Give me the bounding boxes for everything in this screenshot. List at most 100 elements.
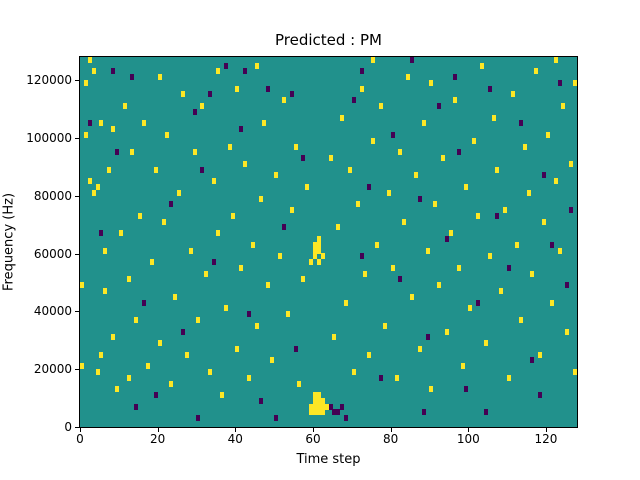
heatmap-cell [444, 328, 449, 335]
y-tick-mark [75, 80, 79, 82]
x-axis-label: Time step [296, 452, 361, 467]
heatmap-cell [425, 334, 430, 341]
heatmap-cell [138, 212, 143, 219]
heatmap-cell [134, 403, 139, 410]
heatmap-cell [371, 57, 376, 63]
heatmap-cell [173, 293, 178, 300]
heatmap-cell [212, 259, 217, 266]
heatmap-cell [177, 189, 182, 196]
heatmap-cell [367, 183, 372, 190]
x-tick-label: 100 [456, 432, 480, 446]
heatmap-cell [542, 218, 547, 225]
heatmap-cell [91, 68, 96, 75]
heatmap-cell [530, 357, 535, 364]
heatmap-cell [557, 247, 562, 254]
heatmap-cell [359, 253, 364, 260]
heatmap-cell [212, 178, 217, 185]
heatmap-cell [87, 57, 92, 63]
heatmap-cell [320, 409, 325, 416]
heatmap-cell [569, 160, 574, 167]
heatmap-cell [87, 178, 92, 185]
heatmap-cell [406, 74, 411, 81]
heatmap-cell [309, 259, 314, 266]
heatmap-cell [538, 392, 543, 399]
heatmap-cell [215, 68, 220, 75]
heatmap-cell [320, 403, 325, 410]
heatmap-cell [239, 264, 244, 271]
heatmap-cell [200, 166, 205, 173]
heatmap-cell [351, 368, 356, 375]
heatmap-cell [495, 166, 500, 173]
heatmap-cell [542, 172, 547, 179]
chart-title: Predicted : PM [275, 31, 382, 49]
heatmap-cell [413, 172, 418, 179]
heatmap-cell [130, 74, 135, 81]
heatmap-cell [281, 224, 286, 231]
heatmap-cell [448, 230, 453, 237]
x-tick-label: 20 [150, 432, 166, 446]
heatmap-cell [196, 415, 201, 422]
heatmap-cell [371, 137, 376, 144]
heatmap-cell [188, 247, 193, 254]
y-tick-label: 0 [64, 420, 72, 434]
heatmap-cell [165, 131, 170, 138]
heatmap-cell [111, 68, 116, 75]
heatmap-cell [258, 397, 263, 404]
heatmap-cell [316, 397, 321, 404]
heatmap-cell [479, 62, 484, 69]
y-tick-label: 100000 [26, 130, 72, 145]
heatmap-cell [565, 328, 570, 335]
heatmap-cell [134, 316, 139, 323]
heatmap-cell [312, 241, 317, 248]
heatmap-cell [293, 143, 298, 150]
x-tick-mark [157, 428, 159, 432]
heatmap-cell [266, 282, 271, 289]
heatmap-cell [301, 276, 306, 283]
heatmap-cell [111, 126, 116, 133]
y-tick-label: 120000 [26, 73, 72, 88]
x-tick-label: 0 [76, 432, 84, 446]
heatmap-cell [153, 392, 158, 399]
heatmap-cell [153, 166, 158, 173]
heatmap-cell [499, 288, 504, 295]
heatmap-cell [312, 409, 317, 416]
heatmap-cell [429, 386, 434, 393]
heatmap-cell [573, 79, 577, 86]
heatmap-cell [518, 120, 523, 127]
heatmap-cell [157, 340, 162, 347]
heatmap-cell [441, 155, 446, 162]
heatmap-cell [487, 253, 492, 260]
heatmap-cell [266, 85, 271, 92]
heatmap-cell [215, 230, 220, 237]
x-tick-mark [390, 428, 392, 432]
heatmap-cell [246, 374, 251, 381]
heatmap-cell [468, 305, 473, 312]
heatmap-cell [312, 397, 317, 404]
heatmap-cell [309, 409, 314, 416]
heatmap-cell [320, 397, 325, 404]
heatmap-cell [246, 311, 251, 318]
heatmap-cell [80, 282, 84, 289]
y-tick-mark [75, 369, 79, 371]
y-tick-mark [75, 195, 79, 197]
heatmap-cell [289, 91, 294, 98]
heatmap-cell [316, 236, 321, 242]
heatmap-cell [452, 74, 457, 81]
heatmap-cell [316, 259, 321, 266]
heatmap-cell [122, 103, 127, 110]
heatmap-cell [320, 253, 325, 260]
plot-area [79, 56, 578, 428]
heatmap-cell [227, 143, 232, 150]
heatmap-cell [169, 201, 174, 208]
heatmap-cell [99, 230, 104, 237]
heatmap-cell [390, 131, 395, 138]
heatmap-cell [274, 415, 279, 422]
heatmap-cell [452, 97, 457, 104]
y-tick-mark [75, 427, 79, 428]
y-tick-label: 40000 [33, 304, 72, 319]
heatmap-cell [231, 212, 236, 219]
heatmap-cell [483, 340, 488, 347]
heatmap-cell [538, 351, 543, 358]
heatmap-cell [328, 403, 333, 410]
heatmap-cell [208, 91, 213, 98]
